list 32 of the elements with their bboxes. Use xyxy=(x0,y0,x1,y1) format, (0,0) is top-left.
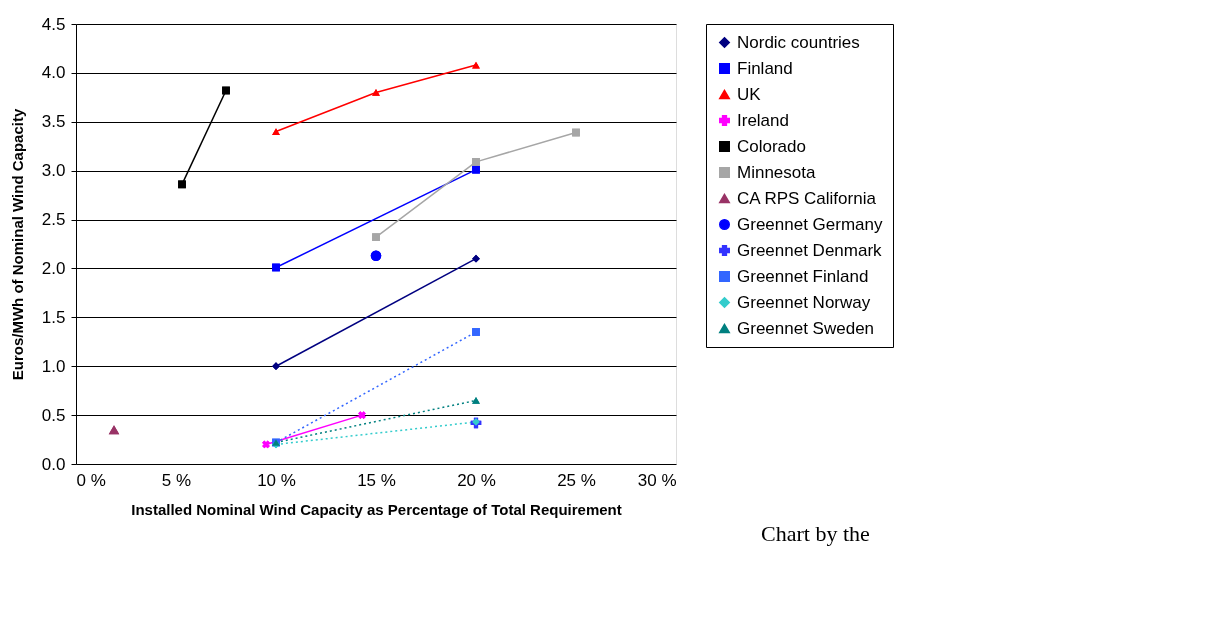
legend-label: Minnesota xyxy=(737,162,816,182)
legend-label: Greennet Denmark xyxy=(737,240,883,260)
legend-label: Greennet Sweden xyxy=(737,318,875,338)
x-tick-label: 5 % xyxy=(161,470,192,490)
y-tick-label: 0.5 xyxy=(41,405,66,425)
y-tick-label: 0.0 xyxy=(41,454,66,474)
legend-label: Colorado xyxy=(737,136,806,156)
y-tick-label: 4.0 xyxy=(41,63,66,83)
y-tick-label: 3.5 xyxy=(41,112,66,132)
legend-label: Greennet Finland xyxy=(737,266,869,286)
x-tick-label: 0 % xyxy=(76,470,106,490)
legend-label: Greennet Germany xyxy=(737,214,884,234)
legend-label: Greennet Norway xyxy=(737,292,871,312)
legend-label: Nordic countries xyxy=(737,32,860,52)
x-tick-label: 10 % xyxy=(257,470,296,490)
x-tick-label: 15 % xyxy=(357,470,396,490)
y-tick-label: 4.5 xyxy=(41,14,66,34)
text: Chart by the xyxy=(761,521,870,546)
y-tick-label: 2.5 xyxy=(41,210,66,230)
y-tick-label: 1.0 xyxy=(41,356,66,376)
x-tick-label: 25 % xyxy=(557,470,596,490)
y-axis-title: Euros/MWh of Nominal Wind Capacity xyxy=(8,108,26,381)
y-tick-label: 3.0 xyxy=(41,161,66,181)
y-tick-label: 2.0 xyxy=(41,258,66,278)
legend-label: CA RPS California xyxy=(737,188,877,208)
legend-label: UK xyxy=(737,84,762,104)
legend-label: Finland xyxy=(737,58,793,78)
x-tick-label: 20 % xyxy=(457,470,496,490)
legend-label: Ireland xyxy=(737,110,789,130)
x-tick-label: 30 % xyxy=(637,470,677,490)
x-axis-title: Installed Nominal Wind Capacity as Percentage of Total Requirement xyxy=(131,500,622,518)
y-tick-label: 1.5 xyxy=(41,307,66,327)
